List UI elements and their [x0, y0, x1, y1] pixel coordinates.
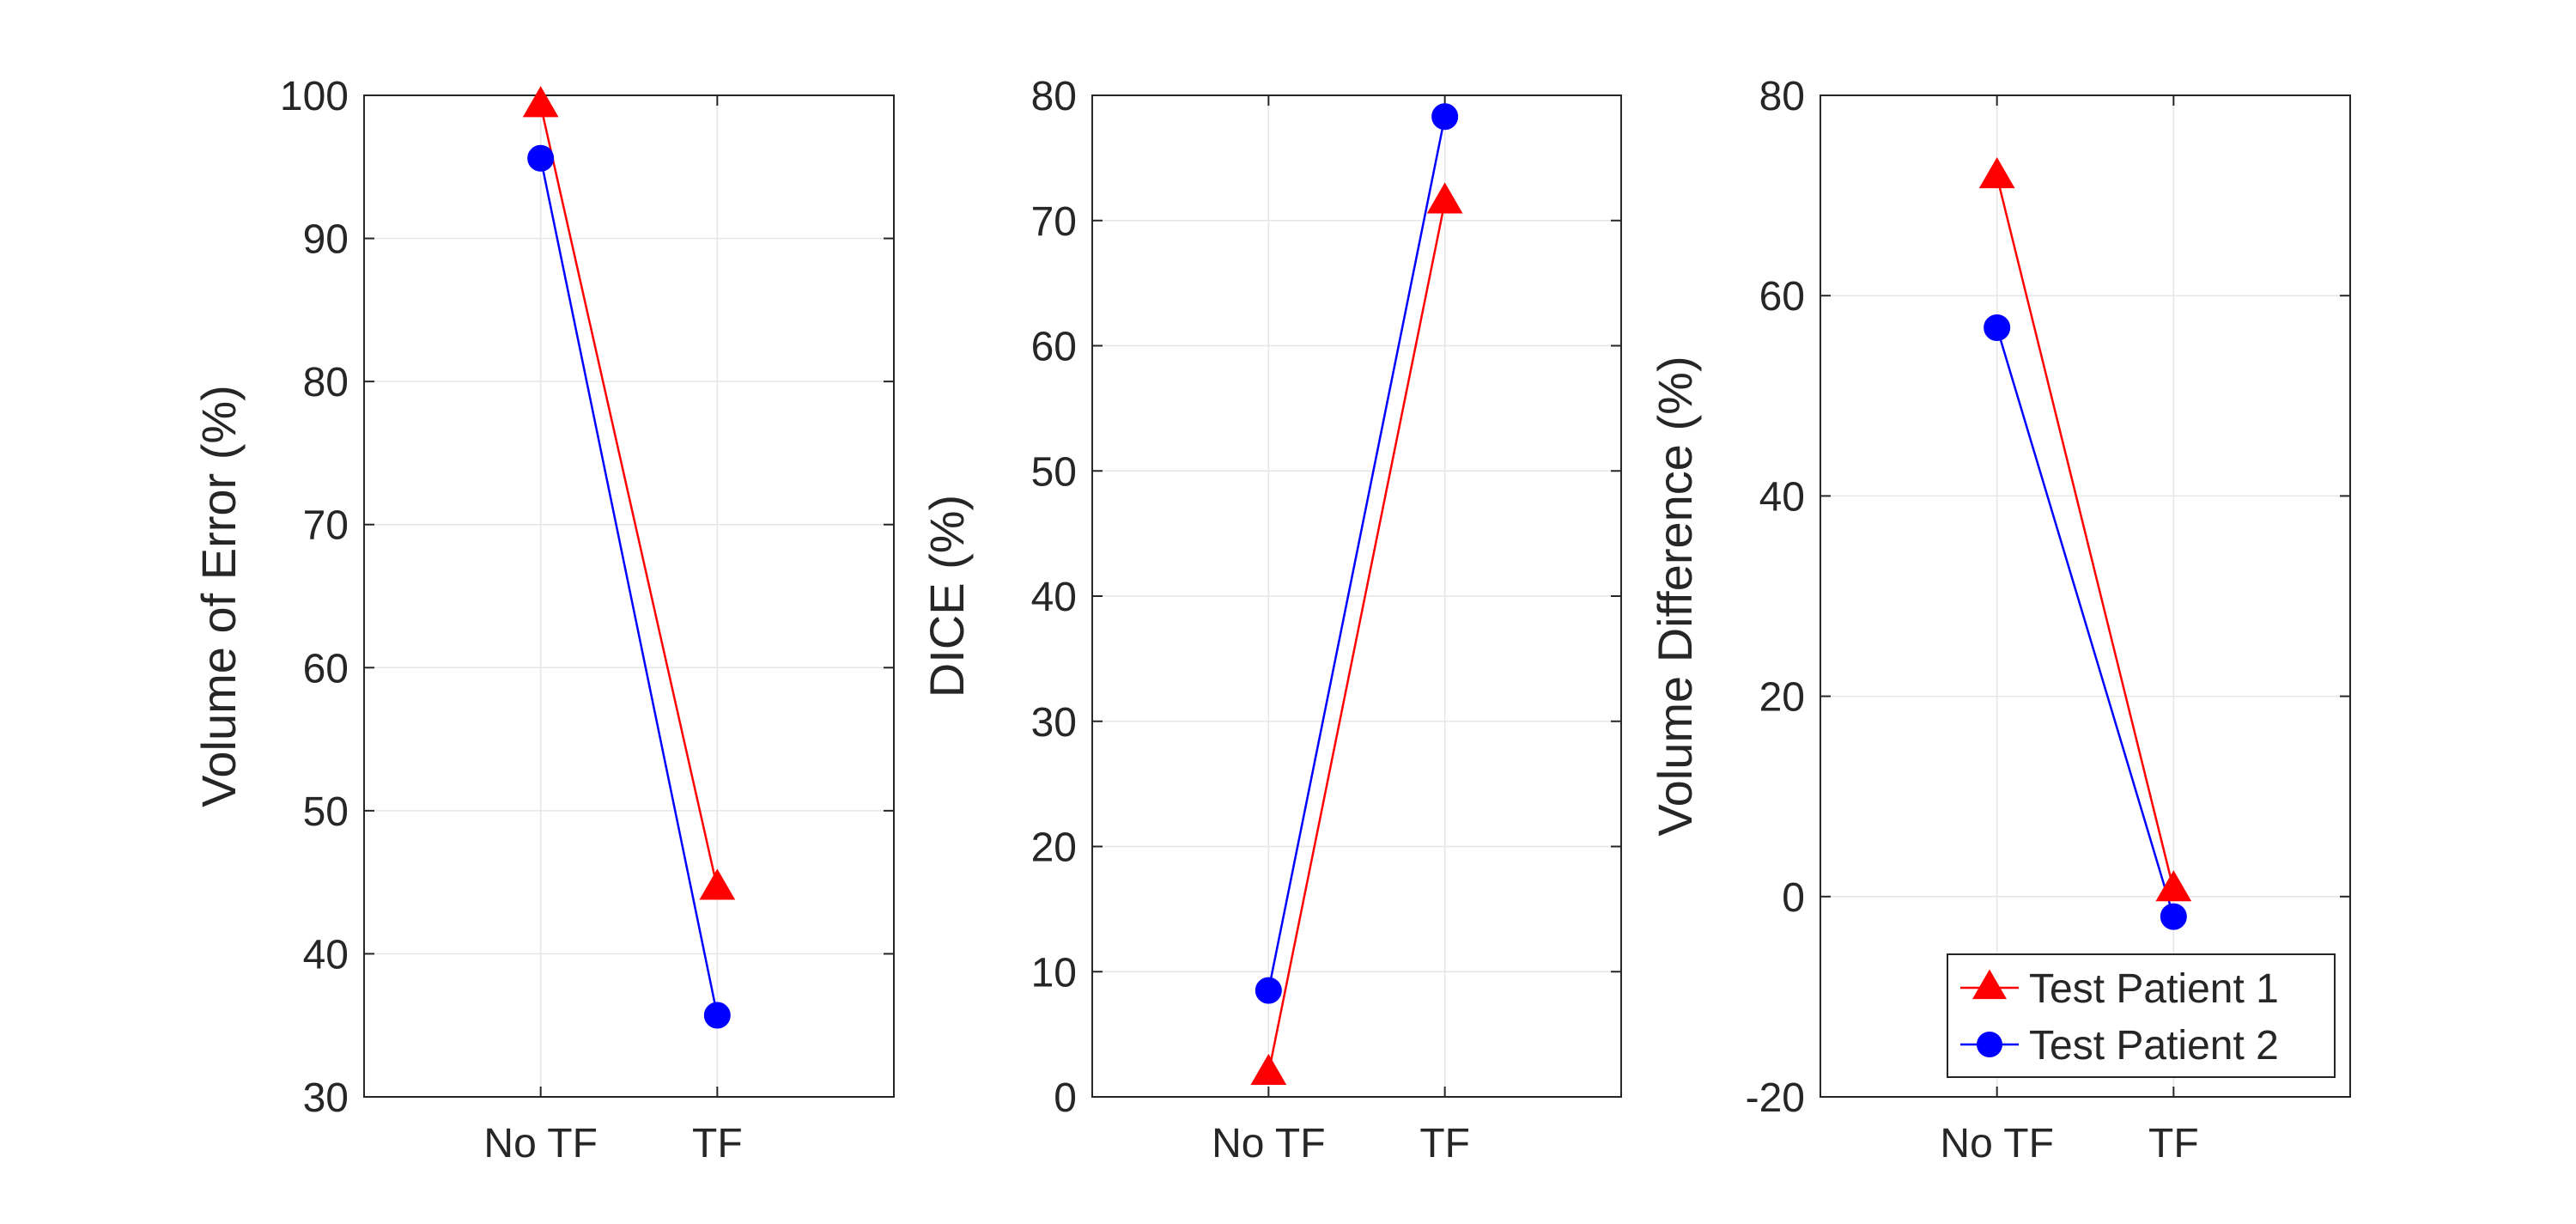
legend-entry-patient-2: Test Patient 2 — [2029, 1023, 2279, 1069]
x-tick-label: TF — [1419, 1121, 1470, 1166]
panel-2: 0 10 20 30 40 50 60 70 80 No TF TF DICE (%) — [920, 74, 1622, 1166]
legend: Test Patient 1 Test Patient 2 — [1947, 953, 2336, 1078]
legend-entry-patient-1: Test Patient 1 — [2029, 966, 2279, 1012]
legend-triangle-marker — [1972, 969, 2007, 1000]
legend-circle-marker — [1977, 1032, 2002, 1057]
panel-3: -20 0 20 40 60 80 No TF TF Volume Difference (%)… — [1648, 74, 2351, 1166]
y-tick-label: 60 — [1759, 274, 1805, 320]
y-axis-label: DICE (%) — [920, 495, 974, 697]
y-tick-label: 40 — [1031, 575, 1077, 620]
y-tick-label: 0 — [1054, 1075, 1077, 1121]
plot-area — [364, 95, 894, 1097]
marker-circle-patient-2 — [2160, 903, 2187, 930]
y-tick-label: 50 — [303, 789, 349, 835]
series-line-patient-1 — [1267, 201, 1446, 1074]
marker-circle-patient-2 — [1984, 314, 2011, 342]
y-tick-label: 20 — [1031, 825, 1077, 871]
x-tick-label: No TF — [1940, 1121, 2053, 1166]
marker-triangle-patient-1 — [522, 86, 559, 118]
series-line-patient-2 — [1996, 327, 2175, 917]
y-tick-label: 40 — [303, 932, 349, 977]
y-tick-label: 80 — [303, 360, 349, 405]
marker-triangle-patient-1 — [2155, 870, 2192, 902]
axes-box — [1820, 94, 2351, 1098]
y-tick-label: 10 — [1031, 950, 1077, 996]
y-tick-label: 80 — [1759, 74, 1805, 119]
marker-triangle-patient-1 — [699, 868, 736, 900]
marker-triangle-patient-1 — [1250, 1053, 1287, 1085]
marker-circle-patient-2 — [1255, 977, 1282, 1004]
series-line-patient-2 — [539, 158, 719, 1016]
panel-1: 30 40 50 60 70 80 90 100 No TF TF Volume of Error … — [191, 74, 895, 1166]
x-tick-label: TF — [2148, 1121, 2199, 1166]
plot-area — [1820, 95, 2350, 1097]
marker-circle-patient-2 — [703, 1002, 731, 1029]
y-tick-label: 90 — [303, 217, 349, 263]
y-tick-label: 60 — [303, 646, 349, 691]
y-tick-label: 100 — [280, 74, 349, 119]
y-tick-label: 30 — [303, 1075, 349, 1121]
y-tick-label: 50 — [1031, 449, 1077, 495]
y-axis-label: Volume Difference (%) — [1648, 356, 1702, 836]
series-line-patient-2 — [1267, 116, 1446, 991]
y-tick-label: 20 — [1759, 675, 1805, 721]
x-tick-label: TF — [692, 1121, 743, 1166]
y-tick-label: 70 — [303, 503, 349, 549]
marker-triangle-patient-1 — [1426, 182, 1463, 214]
y-tick-label: -20 — [1746, 1075, 1805, 1121]
y-tick-label: 30 — [1031, 700, 1077, 746]
y-axis-label: Volume of Error (%) — [191, 385, 246, 807]
axes-box — [363, 94, 895, 1098]
legend-box — [1947, 953, 2336, 1078]
marker-circle-patient-2 — [1431, 103, 1459, 131]
y-tick-label: 60 — [1031, 325, 1077, 370]
y-tick-label: 0 — [1782, 875, 1805, 921]
series-line-patient-1 — [1996, 176, 2175, 890]
marker-circle-patient-2 — [527, 144, 555, 172]
x-tick-label: No TF — [1212, 1121, 1325, 1166]
y-tick-label: 70 — [1031, 199, 1077, 245]
y-tick-label: 40 — [1759, 474, 1805, 520]
x-tick-label: No TF — [483, 1121, 597, 1166]
series-line-patient-1 — [539, 105, 719, 889]
marker-triangle-patient-1 — [1978, 156, 2015, 189]
y-tick-label: 80 — [1031, 74, 1077, 119]
